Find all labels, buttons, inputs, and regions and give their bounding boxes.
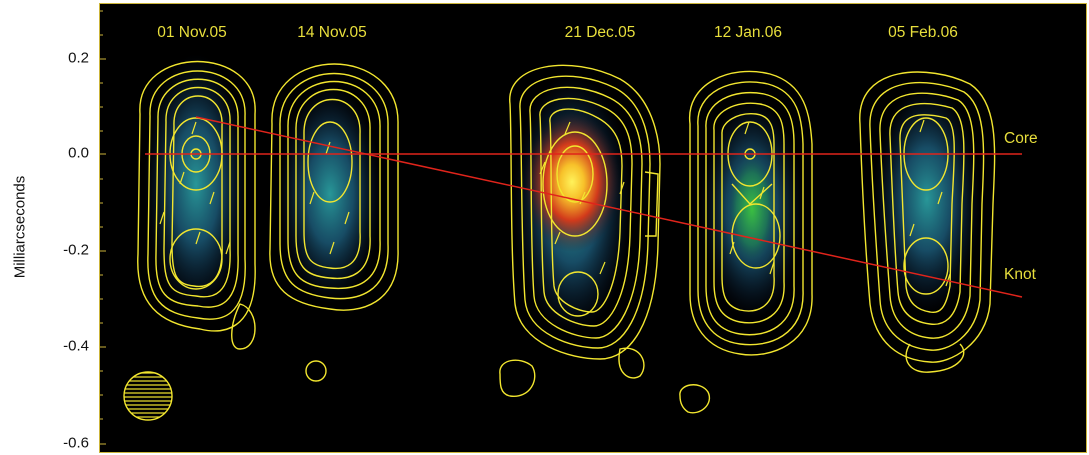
y-tick-label: 0.2 — [68, 49, 89, 67]
epoch-label: 05 Feb.06 — [888, 24, 958, 41]
radio-map-panel: 01 Nov.05 14 Nov.05 21 Dec.05 12 Jan.06 … — [99, 3, 1087, 453]
contours-epoch-4 — [679, 70, 813, 414]
core-label: Core — [1004, 130, 1038, 147]
vlbi-maps-figure — [100, 10, 1023, 445]
y-tick-label: -0.4 — [63, 337, 89, 355]
contours-epoch-2 — [269, 63, 399, 382]
y-tick-label: 0.0 — [68, 144, 89, 162]
contour-lines — [137, 60, 996, 414]
y-axis-title: Milliarcseconds — [0, 0, 40, 455]
epoch-label: 12 Jan.06 — [713, 24, 783, 41]
polarization-ticks — [159, 119, 951, 287]
y-tick-label: -0.6 — [63, 434, 89, 452]
y-tick-label: -0.2 — [63, 241, 89, 259]
contours-epoch-3 — [499, 64, 661, 397]
trend-lines — [145, 116, 1023, 298]
epoch-label: 01 Nov.05 — [157, 24, 227, 41]
beam-icon — [123, 371, 173, 421]
y-axis-ticks — [100, 10, 106, 445]
knot-line — [195, 116, 1023, 298]
y-axis-label: Milliarcseconds — [11, 175, 29, 279]
epoch-label: 14 Nov.05 — [297, 24, 367, 41]
knot-label: Knot — [1004, 266, 1036, 283]
epoch-label: 21 Dec.05 — [564, 24, 636, 41]
